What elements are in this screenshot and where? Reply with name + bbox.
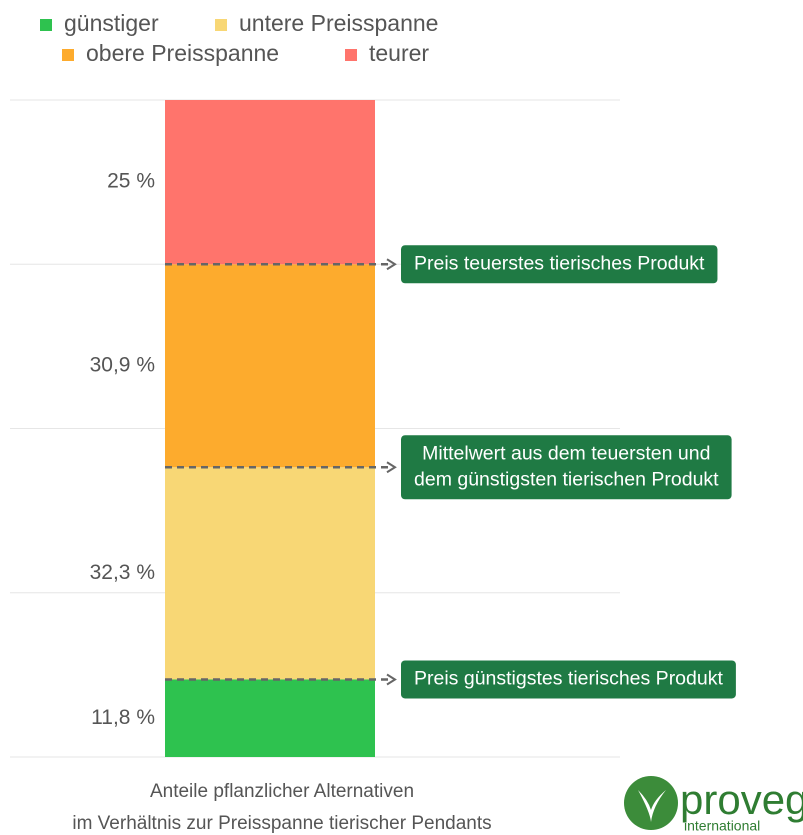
- bar-segment: [165, 264, 375, 468]
- logo-subtitle: international: [684, 818, 760, 834]
- annotation: Preis teuerstes tierisches Produkt: [401, 245, 718, 284]
- logo-icon: [624, 776, 678, 830]
- annotation: Preis günstigstes tierisches Produkt: [401, 660, 736, 699]
- annotation-text: Mittelwert aus dem teuersten und: [422, 442, 710, 464]
- value-label: 32,3 %: [90, 561, 155, 584]
- value-label: 25 %: [107, 170, 155, 193]
- x-axis-label: Anteile pflanzlicher Alternativen: [150, 781, 414, 802]
- annotation-text: Preis günstigstes tierisches Produkt: [414, 668, 723, 690]
- legend-swatch: [62, 49, 74, 61]
- annotation-arrowhead: [386, 461, 397, 474]
- legend-swatch: [345, 49, 357, 61]
- annotation-arrowhead: [386, 258, 397, 271]
- legend-swatch: [215, 19, 227, 31]
- legend-label: obere Preisspanne: [86, 40, 279, 66]
- x-axis-label: im Verhältnis zur Preisspanne tierischer…: [72, 813, 491, 834]
- value-label: 11,8 %: [91, 706, 155, 729]
- legend-label: untere Preisspanne: [239, 10, 438, 36]
- annotation-box: [401, 660, 736, 699]
- annotation-box: [401, 245, 718, 284]
- legend-label: teurer: [369, 40, 429, 66]
- annotation-text: dem günstigsten tierischen Produkt: [414, 468, 719, 490]
- bar-segment: [165, 679, 375, 757]
- logo-leaf: [638, 790, 666, 822]
- annotation-box: [401, 435, 732, 500]
- annotation-text: Preis teuerstes tierisches Produkt: [414, 252, 705, 274]
- legend-label: günstiger: [64, 10, 159, 36]
- annotation: Mittelwert aus dem teuersten und dem güns…: [401, 435, 732, 500]
- bar-segment: [165, 467, 375, 680]
- bar-segment: [165, 100, 375, 265]
- logo-name: proveg: [680, 776, 803, 823]
- logo: proveg international: [624, 776, 803, 834]
- legend-swatch: [40, 19, 52, 31]
- annotation-arrowhead: [386, 673, 397, 686]
- value-label: 30,9 %: [90, 353, 155, 376]
